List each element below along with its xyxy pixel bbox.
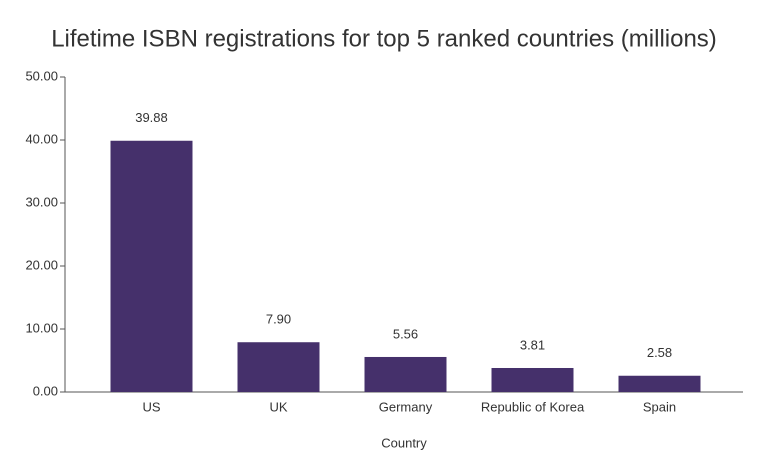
y-tick-label: 30.00 <box>25 194 58 209</box>
bar <box>110 140 193 392</box>
y-tick-label: 20.00 <box>25 257 58 272</box>
data-label: 3.81 <box>520 337 545 352</box>
chart-title: Lifetime ISBN registrations for top 5 ra… <box>51 25 717 52</box>
y-tick-label: 40.00 <box>25 131 58 146</box>
y-tick-label: 10.00 <box>25 320 58 335</box>
x-tick-label: US <box>142 399 160 414</box>
data-label: 2.58 <box>647 345 672 360</box>
x-axis-label: Country <box>381 435 427 450</box>
data-label: 5.56 <box>393 326 418 341</box>
bar <box>364 356 447 392</box>
y-tick-label: 50.00 <box>25 68 58 83</box>
x-tick-label: UK <box>269 399 287 414</box>
bar <box>618 375 701 392</box>
x-tick-label: Germany <box>379 399 433 414</box>
data-label: 7.90 <box>266 312 291 327</box>
data-label: 39.88 <box>135 110 168 125</box>
bar <box>237 342 320 392</box>
x-tick-label: Republic of Korea <box>481 399 585 414</box>
x-tick-label: Spain <box>643 399 676 414</box>
y-tick-label: 0.00 <box>33 383 58 398</box>
bar <box>491 367 574 392</box>
